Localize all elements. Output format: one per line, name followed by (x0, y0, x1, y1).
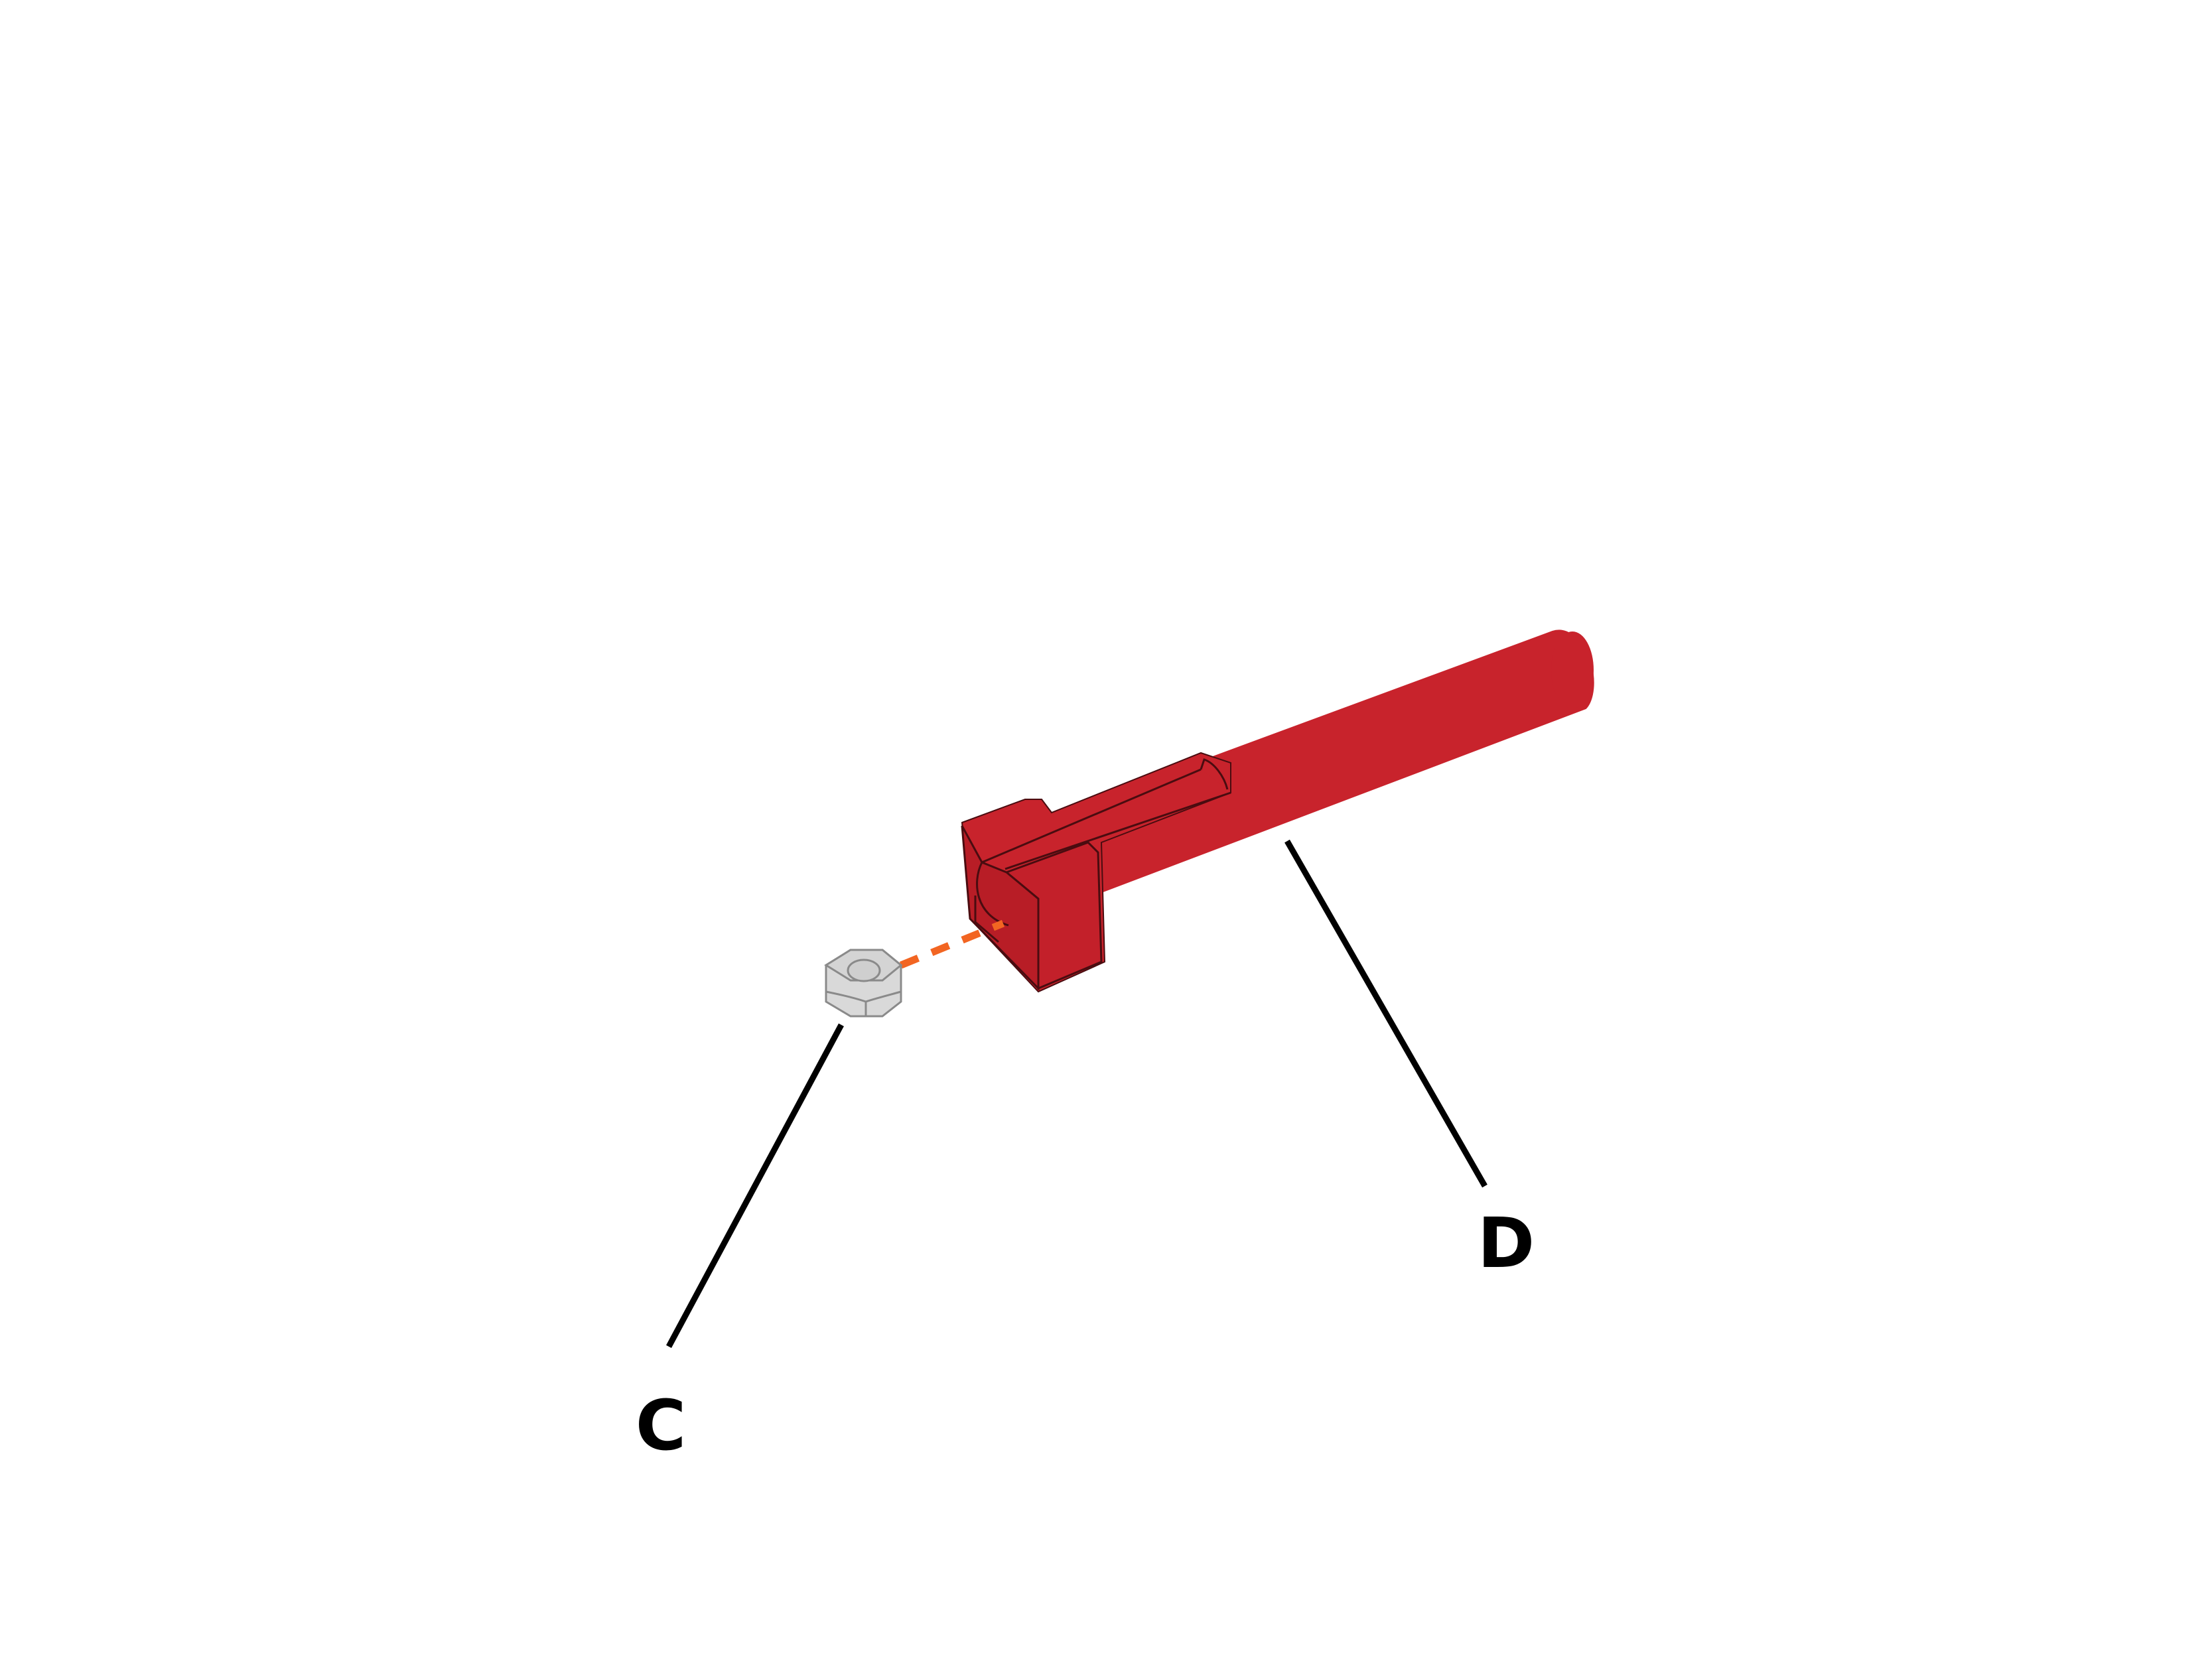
label-c: C (636, 1385, 686, 1466)
bar-end-cap (1551, 631, 1594, 708)
label-d: D (1478, 1203, 1535, 1284)
bar-cutout (974, 862, 1009, 943)
nut-side-edges (825, 990, 902, 1016)
hex-nut-part (824, 949, 903, 1018)
red-bar-part (961, 630, 1594, 993)
nut-hole (847, 959, 881, 982)
bar-slot (981, 758, 1231, 870)
assembly-line (899, 919, 1005, 969)
bar-shaft (1034, 630, 1594, 894)
leader-line-c (666, 1023, 844, 1349)
leader-line-d (1284, 839, 1487, 1188)
